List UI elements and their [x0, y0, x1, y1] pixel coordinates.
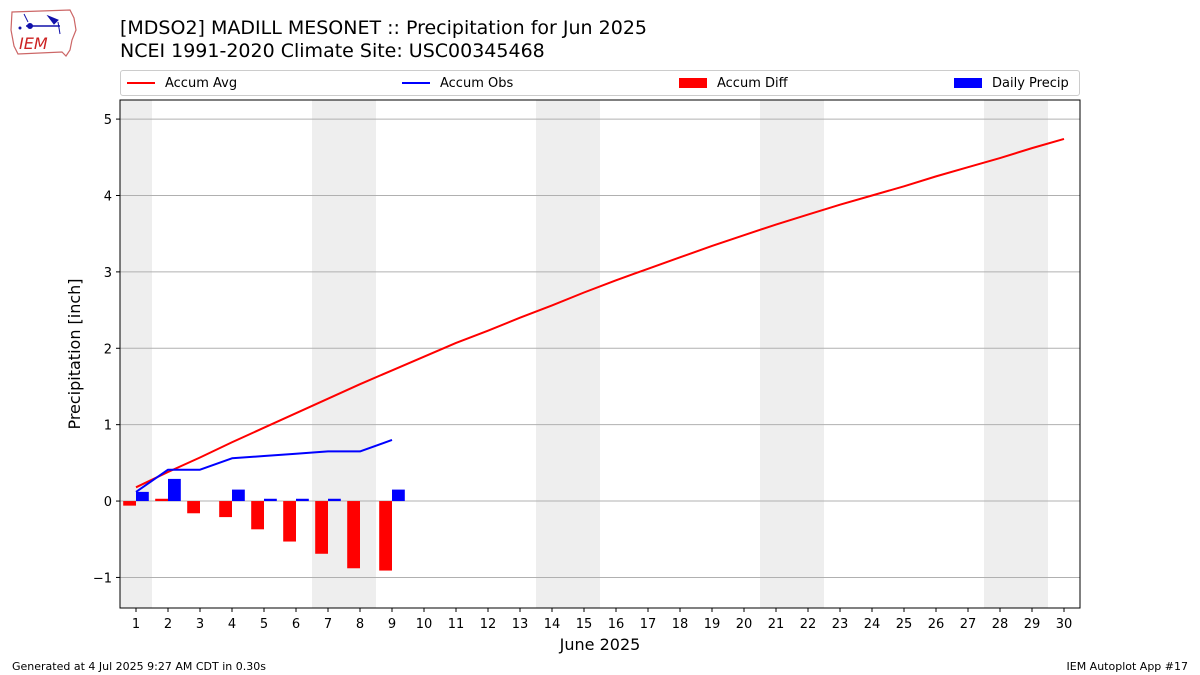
- x-tick-label: 20: [736, 617, 753, 632]
- x-tick-label: 8: [356, 617, 364, 632]
- chart-legend: Accum Avg Accum Obs Accum Diff Daily Pre…: [120, 70, 1080, 96]
- weekend-shade-band: [536, 100, 600, 608]
- y-tick-label: 2: [104, 342, 112, 357]
- accum-diff-bar: [283, 501, 296, 542]
- daily-precip-bar: [328, 498, 341, 502]
- x-tick-label: 21: [768, 617, 785, 632]
- accum-avg-line: [135, 137, 1065, 489]
- weather-station-icon: [18, 13, 61, 35]
- y-tick-label: 5: [104, 113, 112, 128]
- chart-title: [MDSO2] MADILL MESONET :: Precipitation …: [120, 17, 647, 39]
- y-axis-ticks: −1 0 1 2 3 4 5: [93, 113, 120, 586]
- accum-diff-bar: [123, 501, 136, 506]
- legend-swatch-accum-diff: [679, 78, 707, 88]
- x-tick-label: 6: [292, 617, 300, 632]
- x-tick-label: 24: [864, 617, 881, 632]
- daily-precip-bar: [264, 498, 277, 502]
- plot-frame: [119, 99, 1081, 609]
- y-tick-label: 0: [104, 495, 112, 510]
- x-tick-label: 26: [928, 617, 945, 632]
- x-tick-label: 7: [324, 617, 332, 632]
- daily-precip-bar: [296, 498, 309, 502]
- bars: [123, 478, 405, 571]
- legend-label-daily-precip: Daily Precip: [992, 75, 1069, 91]
- accum-diff-bar: [219, 501, 232, 518]
- x-axis-label: June 2025: [559, 635, 641, 654]
- footer-generated-text: Generated at 4 Jul 2025 9:27 AM CDT in 0…: [12, 660, 266, 673]
- chart-subtitle: NCEI 1991-2020 Climate Site: USC00345468: [120, 40, 545, 62]
- accum-diff-bar: [315, 501, 328, 554]
- x-tick-label: 27: [960, 617, 977, 632]
- y-tick-label: −1: [93, 571, 112, 586]
- y-axis-label: Precipitation [inch]: [65, 278, 84, 429]
- legend-swatch-daily-precip: [954, 78, 982, 88]
- x-tick-label: 25: [896, 617, 913, 632]
- x-tick-label: 17: [640, 617, 657, 632]
- daily-precip-bar: [136, 491, 149, 502]
- y-tick-label: 1: [104, 419, 112, 434]
- x-tick-label: 12: [480, 617, 497, 632]
- legend-item-accum-diff: Accum Diff: [679, 74, 788, 92]
- x-tick-label: 13: [512, 617, 529, 632]
- y-tick-label: 3: [104, 266, 112, 281]
- x-tick-label: 22: [800, 617, 817, 632]
- x-tick-label: 30: [1056, 617, 1073, 632]
- x-tick-label: 18: [672, 617, 689, 632]
- x-tick-label: 1: [132, 617, 140, 632]
- x-tick-label: 29: [1024, 617, 1041, 632]
- legend-swatch-accum-obs: [402, 82, 430, 84]
- x-tick-label: 5: [260, 617, 268, 632]
- legend-label-accum-obs: Accum Obs: [440, 75, 514, 91]
- x-tick-label: 10: [416, 617, 433, 632]
- accum-obs-line: [135, 438, 393, 493]
- gridlines: [120, 118, 1080, 578]
- accum-diff-bar: [187, 501, 200, 514]
- legend-label-accum-avg: Accum Avg: [165, 75, 238, 91]
- legend-item-accum-obs: Accum Obs: [402, 74, 513, 92]
- iem-logo-text: IEM: [19, 34, 48, 53]
- x-tick-label: 15: [576, 617, 593, 632]
- legend-item-daily-precip: Daily Precip: [954, 74, 1069, 92]
- weekend-shade-band: [984, 100, 1048, 608]
- weekend-shading: [120, 100, 1048, 608]
- lines: [135, 137, 1065, 493]
- legend-label-accum-diff: Accum Diff: [717, 75, 788, 91]
- footer-app-text: IEM Autoplot App #17: [1066, 660, 1189, 673]
- x-tick-label: 28: [992, 617, 1009, 632]
- accum-diff-bar: [379, 501, 392, 571]
- x-tick-label: 16: [608, 617, 625, 632]
- accum-diff-bar: [251, 501, 264, 530]
- weekend-shade-band: [120, 100, 152, 608]
- x-tick-label: 14: [544, 617, 561, 632]
- x-tick-label: 9: [388, 617, 396, 632]
- daily-precip-bar: [232, 489, 245, 502]
- x-tick-label: 4: [228, 617, 236, 632]
- x-tick-label: 23: [832, 617, 849, 632]
- daily-precip-bar: [392, 489, 405, 502]
- x-axis-ticks: 1 2 3 4 5 6 7 8 9 10 11 12 13 14 15 16 17 18 19 20 21 22 23 24 2…: [132, 608, 1072, 632]
- weekend-shade-band: [760, 100, 824, 608]
- x-tick-label: 2: [164, 617, 172, 632]
- legend-item-accum-avg: Accum Avg: [127, 74, 237, 92]
- daily-precip-bar: [168, 478, 181, 502]
- accum-diff-bar: [347, 501, 360, 569]
- x-tick-label: 11: [448, 617, 465, 632]
- y-tick-label: 4: [104, 189, 112, 204]
- accum-diff-bar: [155, 498, 168, 502]
- legend-swatch-accum-avg: [127, 82, 155, 84]
- x-tick-label: 3: [196, 617, 204, 632]
- iem-logo: IEM: [10, 9, 77, 57]
- x-tick-label: 19: [704, 617, 721, 632]
